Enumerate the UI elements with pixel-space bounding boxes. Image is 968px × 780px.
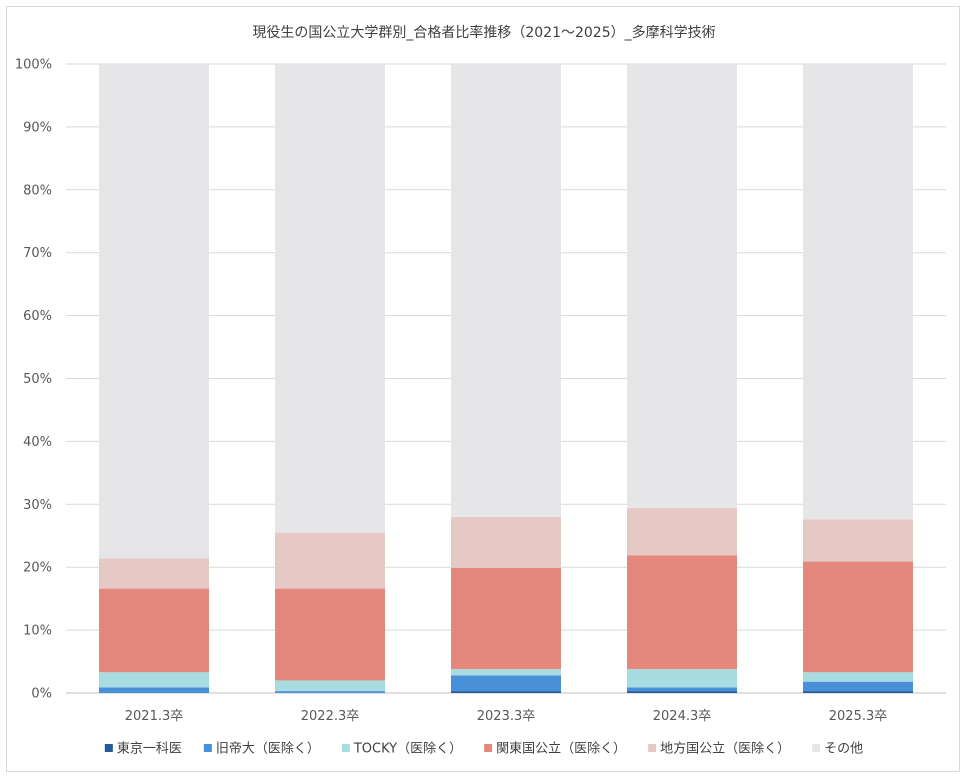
bar-segment — [803, 681, 913, 692]
legend-label: 関東国公立（医除く） — [496, 741, 626, 757]
bar-segment — [627, 555, 737, 670]
legend-swatch — [648, 744, 657, 752]
legend: 東京一科医 旧帝大（医除く） TOCKY（医除く） 関東国公立（医除く） 地方国公立（医… — [104, 741, 863, 757]
legend-label: 地方国公立（医除く） — [660, 741, 790, 757]
x-tick-label: 2021.3卒 — [125, 709, 184, 724]
legend-swatch — [484, 744, 493, 752]
bar-segment — [451, 516, 561, 568]
legend-swatch — [104, 744, 113, 752]
bars — [99, 64, 913, 693]
legend-item: 関東国公立（医除く） — [484, 741, 626, 757]
bar-segment — [451, 675, 561, 692]
bar-segment — [451, 669, 561, 676]
bar-segment — [99, 672, 209, 688]
legend-label: TOCKY（医除く） — [353, 742, 462, 757]
legend-label: その他 — [824, 742, 863, 757]
x-tick-label: 2025.3卒 — [829, 709, 888, 724]
bar-segment — [803, 672, 913, 682]
bar-segment — [627, 64, 737, 509]
y-tick-label: 0% — [31, 687, 52, 702]
y-axis: 0% 10% 20% 30% 40% 50% 60% 70% 80% 90% 100% — [15, 58, 52, 702]
bar-segment — [99, 588, 209, 673]
x-tick-label: 2022.3卒 — [301, 709, 360, 724]
bar-segment — [275, 680, 385, 692]
x-tick-label: 2024.3卒 — [653, 709, 712, 724]
bar-segment — [627, 687, 737, 692]
bar-segment — [627, 508, 737, 556]
chart-title: 現役生の国公立大学群別_合格者比率推移（2021～2025）_多摩科学技術 — [252, 24, 715, 41]
y-tick-label: 90% — [23, 120, 52, 135]
bar-segment — [275, 64, 385, 533]
legend-swatch — [812, 744, 821, 752]
bar-segment — [451, 691, 561, 693]
y-tick-label: 30% — [23, 498, 52, 513]
bar-segment — [451, 64, 561, 517]
legend-label: 東京一科医 — [117, 741, 182, 757]
legend-label: 旧帝大（医除く） — [216, 741, 320, 757]
legend-item: 旧帝大（医除く） — [203, 741, 320, 757]
bar-segment — [803, 64, 913, 520]
bar-segment — [99, 687, 209, 693]
bar-segment — [99, 558, 209, 589]
bar-segment — [627, 691, 737, 693]
x-axis: 2021.3卒 2022.3卒 2023.3卒 2024.3卒 2025.3卒 — [125, 709, 888, 724]
y-tick-label: 20% — [23, 561, 52, 576]
y-tick-label: 70% — [23, 246, 52, 261]
bar-segment — [803, 519, 913, 562]
bar-segment — [803, 561, 913, 673]
bar-segment — [99, 64, 209, 559]
legend-item: TOCKY（医除く） — [341, 742, 462, 757]
x-tick-label: 2023.3卒 — [477, 709, 536, 724]
legend-swatch — [341, 744, 350, 752]
legend-item: 東京一科医 — [104, 741, 182, 757]
bar-segment — [627, 669, 737, 688]
y-tick-label: 40% — [23, 435, 52, 450]
y-tick-label: 100% — [15, 58, 52, 73]
y-tick-label: 80% — [23, 183, 52, 198]
bar-segment — [803, 691, 913, 693]
legend-item: 地方国公立（医除く） — [648, 741, 790, 757]
bar-segment — [275, 588, 385, 681]
y-tick-label: 50% — [23, 372, 52, 387]
bar-segment — [275, 532, 385, 589]
legend-swatch — [203, 744, 212, 752]
legend-item: その他 — [812, 742, 863, 757]
bar-segment — [451, 567, 561, 670]
y-tick-label: 10% — [23, 624, 52, 639]
bar-segment — [275, 691, 385, 693]
y-tick-label: 60% — [23, 309, 52, 324]
